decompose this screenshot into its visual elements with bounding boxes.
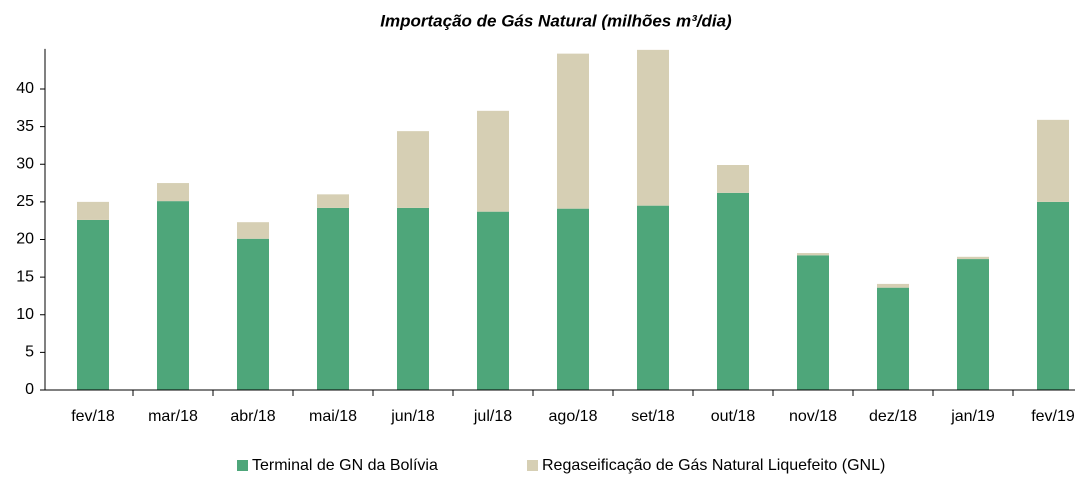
legend-swatch <box>237 460 248 471</box>
x-tick-label: mai/18 <box>309 408 357 425</box>
x-tick-label: out/18 <box>711 408 756 425</box>
y-tick-label: 5 <box>25 344 34 361</box>
bar <box>157 201 189 390</box>
bar <box>477 211 509 390</box>
x-tick-label: jul/18 <box>473 408 512 425</box>
legend-label: Terminal de GN da Bolívia <box>252 457 438 474</box>
x-tick-label: set/18 <box>631 408 675 425</box>
bar <box>397 131 429 208</box>
x-tick-label: dez/18 <box>869 408 917 425</box>
y-tick-label: 35 <box>16 118 34 135</box>
bar <box>397 207 429 390</box>
legend-label: Regaseificação de Gás Natural Liquefeito… <box>542 457 885 474</box>
x-tick-label: fev/19 <box>1031 408 1075 425</box>
bar <box>637 205 669 390</box>
bar <box>797 255 829 390</box>
bar <box>557 208 589 390</box>
y-tick-label: 15 <box>16 268 34 285</box>
y-tick-label: 0 <box>25 381 34 398</box>
chart-title: Importação de Gás Natural (milhões m³/di… <box>380 11 732 30</box>
y-tick-label: 40 <box>16 80 34 97</box>
bar <box>717 165 749 193</box>
bar <box>317 207 349 390</box>
bar <box>957 256 989 260</box>
x-tick-label: jan/19 <box>950 408 995 425</box>
y-tick-label: 10 <box>16 306 34 323</box>
x-tick-label: nov/18 <box>789 408 837 425</box>
x-tick-label: ago/18 <box>549 408 598 425</box>
x-tick-label: abr/18 <box>230 408 275 425</box>
bar <box>717 192 749 390</box>
x-tick-label: mar/18 <box>148 408 198 425</box>
bar <box>237 238 269 390</box>
bar <box>877 283 909 288</box>
bar <box>317 194 349 208</box>
bar <box>77 219 109 390</box>
bar <box>477 110 509 212</box>
y-tick-label: 25 <box>16 193 34 210</box>
bar <box>157 183 189 202</box>
bar <box>557 53 589 209</box>
y-tick-label: 30 <box>16 155 34 172</box>
bar <box>237 222 269 239</box>
bar <box>1037 119 1069 202</box>
bar <box>957 259 989 390</box>
bar <box>77 201 109 220</box>
y-tick-label: 20 <box>16 231 34 248</box>
bar <box>1037 201 1069 390</box>
bar <box>877 287 909 390</box>
legend-swatch <box>527 460 538 471</box>
bar <box>637 49 669 206</box>
x-tick-label: fev/18 <box>71 408 115 425</box>
bar <box>797 253 829 256</box>
x-tick-label: jun/18 <box>390 408 435 425</box>
